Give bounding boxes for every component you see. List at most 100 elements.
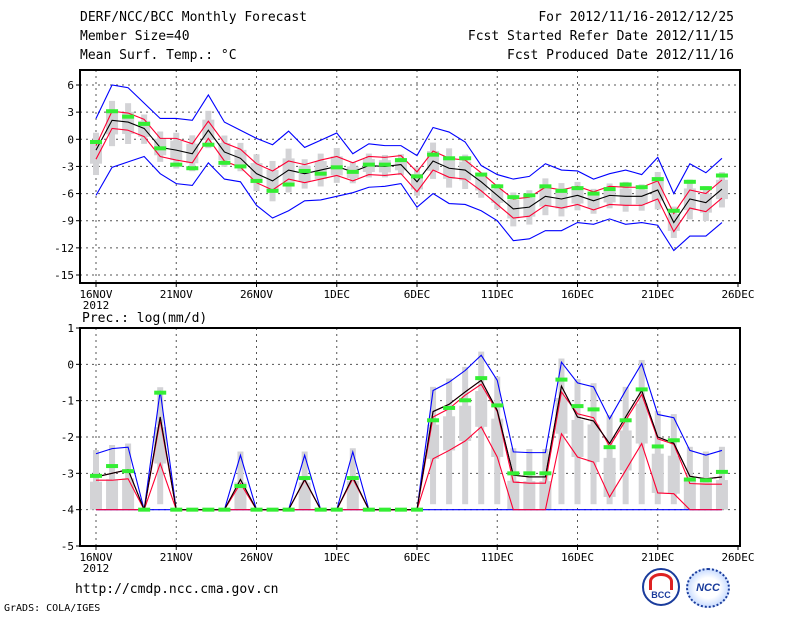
observed-marker (667, 438, 680, 443)
y-tick-label: -3 (61, 467, 74, 480)
ncc-logo: NCC (686, 568, 730, 608)
observed-marker (394, 507, 407, 512)
observed-marker (475, 376, 488, 381)
observed-marker (346, 476, 359, 481)
x-year-label: 2012 (83, 299, 110, 312)
observed-marker (699, 186, 712, 191)
observed-marker (378, 507, 391, 512)
observed-marker (459, 398, 472, 403)
ensemble-range-bar (718, 446, 725, 505)
observed-marker (459, 156, 472, 161)
observed-marker (523, 193, 536, 198)
x-tick-label: 11DEC (481, 288, 514, 301)
y-tick-label: -6 (61, 188, 74, 201)
observed-marker (330, 165, 343, 170)
ensemble-quartile-box (459, 161, 472, 181)
x-tick-label: 6DEC (404, 288, 431, 301)
observed-marker (603, 187, 616, 192)
ensemble-quartile-box (539, 481, 552, 510)
ensemble-range-bar (109, 444, 116, 505)
observed-marker (138, 121, 151, 126)
bcc-logo: BCC (642, 568, 680, 606)
ensemble-quartile-box (298, 482, 311, 510)
y-tick-label: -9 (61, 215, 74, 228)
ensemble-quartile-box (715, 480, 728, 510)
x-tick-label: 1DEC (324, 551, 351, 564)
ensemble-quartile-box (651, 453, 664, 493)
observed-marker (346, 169, 359, 174)
observed-marker (443, 156, 456, 161)
ensemble-quartile-box (475, 176, 488, 191)
ensemble-range-bar (510, 448, 517, 505)
observed-marker (539, 471, 552, 476)
observed-marker (394, 158, 407, 163)
x-tick-label: 21NOV (160, 551, 193, 564)
upper-spread-line (95, 110, 723, 215)
y-tick-label: -1 (61, 395, 74, 408)
ensemble-quartile-box (699, 482, 712, 510)
observed-marker (475, 172, 488, 177)
ensemble-quartile-box (106, 109, 119, 135)
observed-marker (314, 171, 327, 176)
observed-marker (619, 182, 632, 187)
ensemble-quartile-box (491, 418, 504, 457)
observed-marker (282, 507, 295, 512)
observed-marker (90, 140, 102, 144)
observed-marker (555, 188, 568, 193)
lower-spread-line (95, 127, 723, 233)
observed-marker (443, 405, 456, 410)
observed-marker (186, 166, 199, 171)
x-tick-label: 16NOV (79, 288, 112, 301)
ensemble-quartile-box (619, 430, 632, 471)
observed-marker (170, 507, 183, 512)
ensemble-range-bar (237, 451, 244, 505)
ensemble-quartile-box (443, 416, 456, 451)
observed-marker (122, 114, 135, 119)
x-tick-label: 26NOV (240, 288, 273, 301)
observed-marker (154, 146, 167, 151)
observed-marker (250, 507, 263, 512)
observed-marker (635, 387, 648, 392)
x-tick-label: 6DEC (404, 551, 431, 564)
y-tick-label: -5 (61, 540, 74, 553)
ensemble-quartile-box (90, 140, 102, 164)
y-tick-label: -15 (54, 269, 74, 282)
x-tick-label: 1DEC (324, 288, 351, 301)
observed-marker (507, 195, 520, 200)
observed-marker (90, 473, 102, 478)
observed-marker (635, 185, 648, 190)
produced-date: Fcst Produced Date 2012/11/16 (507, 48, 734, 63)
x-tick-label: 16DEC (561, 288, 594, 301)
observed-marker (202, 507, 215, 512)
y-tick-label: -2 (61, 431, 74, 444)
ensemble-quartile-box (507, 480, 520, 510)
observed-marker (362, 162, 375, 167)
observed-marker (667, 208, 680, 213)
observed-marker (298, 168, 311, 173)
x-year-label: 2012 (83, 562, 110, 575)
observed-marker (651, 444, 664, 449)
ensemble-quartile-box (459, 405, 472, 441)
ensemble-mean-line (95, 379, 723, 512)
ensemble-quartile-box (667, 455, 680, 494)
ensemble-quartile-box (106, 479, 119, 510)
ensemble-quartile-box (571, 419, 584, 457)
observed-marker (234, 484, 247, 489)
y-tick-label: -4 (61, 504, 75, 517)
ensemble-quartile-box (587, 424, 600, 463)
ensemble-quartile-box (635, 403, 648, 444)
observed-marker (411, 507, 423, 512)
x-tick-label: 21NOV (160, 288, 193, 301)
footer-url[interactable]: http://cmdp.ncc.cma.gov.cn (75, 582, 279, 597)
y-tick-label: 3 (67, 106, 74, 119)
ensemble-range-bar (125, 443, 132, 505)
y-tick-label: -3 (61, 160, 74, 173)
observed-marker (154, 390, 167, 395)
observed-marker (314, 507, 327, 512)
observed-marker (298, 476, 311, 481)
observed-marker (282, 182, 295, 187)
observed-marker (651, 177, 664, 182)
observed-marker (683, 477, 696, 482)
grads-credit: GrADS: COLA/IGES (4, 603, 101, 614)
